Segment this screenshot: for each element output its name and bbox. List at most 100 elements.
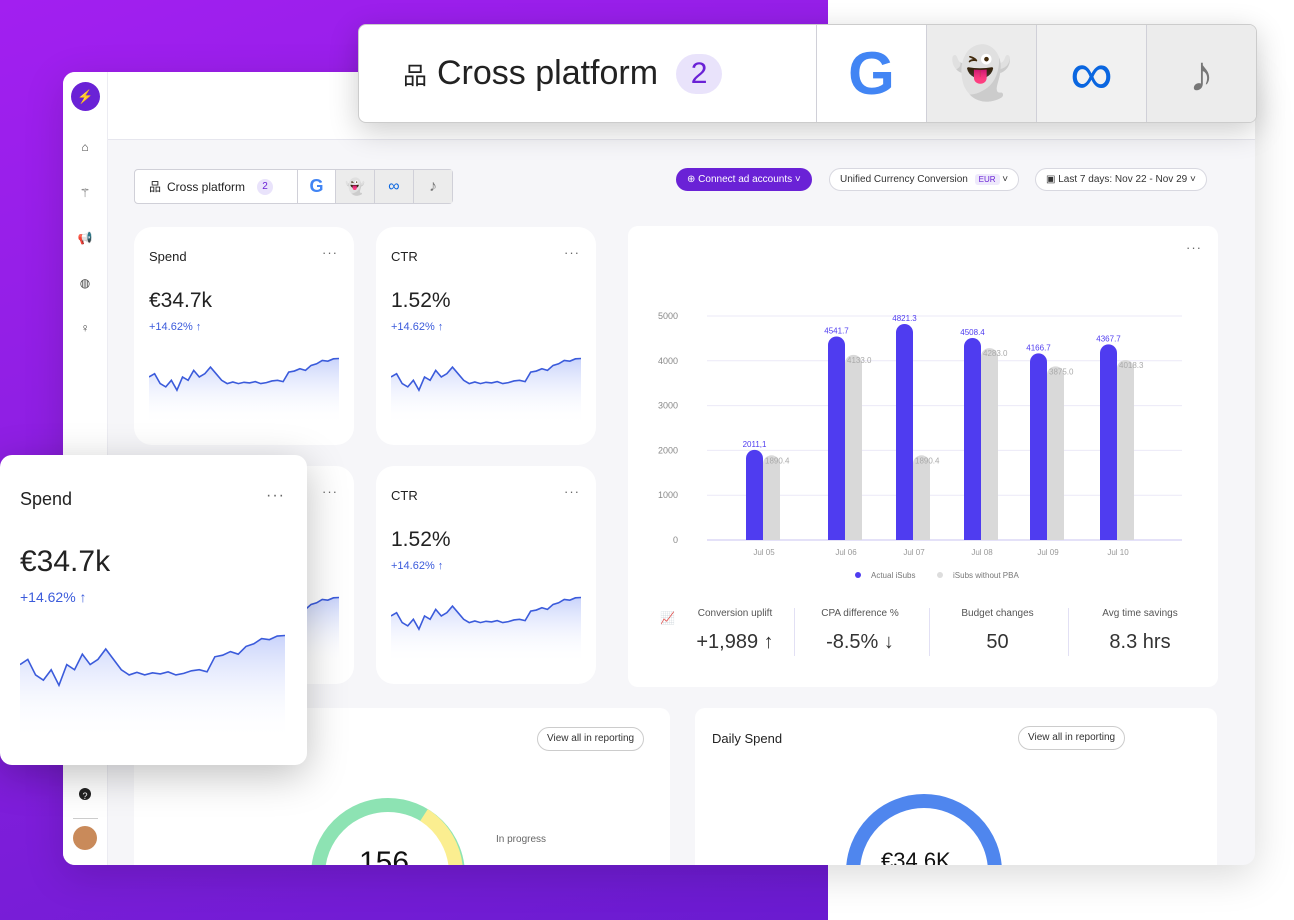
sparkline <box>20 634 285 740</box>
card-title: CTR <box>391 249 418 264</box>
card-change: +14.62% ↑ <box>20 589 87 605</box>
megaphone-icon[interactable]: 📢 <box>77 231 93 245</box>
data-label: 3875.0 <box>1049 367 1074 376</box>
tiktok-icon[interactable]: ♪ <box>1146 25 1256 122</box>
avatar[interactable] <box>73 826 97 850</box>
spend-donut <box>846 794 1002 865</box>
y-tick-label: 5000 <box>658 311 678 321</box>
metric-title: Avg time savings <box>1102 608 1178 619</box>
card-change: +14.62% ↑ <box>149 321 202 333</box>
divider <box>73 818 98 819</box>
card-value: 1.52% <box>391 528 451 551</box>
sparkline-line <box>20 634 285 688</box>
card-value: €34.7k <box>149 289 213 312</box>
cross-platform-label: Cross platform <box>437 54 659 92</box>
metric-budget-changes: Budget changes 50 <box>935 608 1060 654</box>
date-range-dropdown[interactable]: ▣ Last 7 days: Nov 22 - Nov 29 ˅ <box>1035 168 1207 191</box>
bar-isubs-without-pba <box>763 455 780 540</box>
y-tick-label: 2000 <box>658 445 678 455</box>
bar-isubs-without-pba <box>913 455 930 540</box>
sparkline <box>149 357 339 425</box>
hierarchy-icon: 品 <box>149 180 162 194</box>
more-icon[interactable]: ··· <box>1186 240 1202 255</box>
status-donut <box>311 798 465 865</box>
tiktok-icon[interactable]: ♪ <box>413 170 452 203</box>
connect-ad-accounts-button[interactable]: ⊕ Connect ad accounts ˅ <box>676 168 812 191</box>
legend-label: iSubs without PBA <box>953 571 1019 580</box>
y-tick-label: 3000 <box>658 401 678 411</box>
data-label: 2011,1 <box>743 440 767 449</box>
metric-title: Budget changes <box>961 608 1034 619</box>
x-tick-label: Jul 08 <box>971 548 993 557</box>
snapchat-icon[interactable]: 👻 <box>335 170 374 203</box>
cross-platform-selector-large[interactable]: 品 Cross platform 2 G 👻 ∞ ♪ <box>358 24 1257 123</box>
analytics-icon[interactable]: ⚚ <box>79 186 91 200</box>
metric-title: Conversion uplift <box>697 608 773 619</box>
calendar-icon: ▣ <box>1046 174 1056 185</box>
google-icon[interactable]: G <box>816 25 926 122</box>
cross-platform-selector[interactable]: 品 Cross platform 2 G 👻 ∞ ♪ <box>134 169 453 204</box>
sparkline-area <box>391 597 581 664</box>
x-tick-label: Jul 10 <box>1107 548 1129 557</box>
hierarchy-icon: 品 <box>403 63 427 90</box>
meta-icon[interactable]: ∞ <box>1036 25 1146 122</box>
logo-icon[interactable]: ⚡ <box>71 82 100 111</box>
meta-icon[interactable]: ∞ <box>374 170 413 203</box>
bar-isubs-without-pba <box>981 348 998 540</box>
data-label: 1890.4 <box>915 456 940 465</box>
donut-segment <box>846 794 1002 865</box>
data-label: 1890.4 <box>765 456 790 465</box>
bar-actual-isubs <box>746 449 763 540</box>
sparkline-area <box>391 358 581 425</box>
x-tick-label: Jul 09 <box>1037 548 1059 557</box>
home-icon[interactable]: ⌂ <box>81 140 89 154</box>
more-icon[interactable]: ··· <box>266 487 285 504</box>
connect-label: Connect ad accounts <box>698 174 793 185</box>
y-tick-label: 4000 <box>658 356 678 366</box>
more-icon[interactable]: ··· <box>564 245 580 260</box>
kpi-card-ctr-2: CTR ··· 1.52% +14.62% ↑ <box>376 466 596 684</box>
x-tick-label: Jul 05 <box>753 548 775 557</box>
card-title: CTR <box>391 488 418 503</box>
more-icon[interactable]: ··· <box>322 484 338 499</box>
google-icon[interactable]: G <box>297 170 335 203</box>
sparkline <box>391 596 581 664</box>
palette-icon[interactable]: ◍ <box>79 276 91 290</box>
kpi-card-ctr: CTR ··· 1.52% +14.62% ↑ <box>376 227 596 445</box>
metric-value: +1,989 ↑ <box>696 631 774 653</box>
platform-count-badge: 2 <box>676 53 723 94</box>
y-tick-label: 1000 <box>658 490 678 500</box>
metric-value: 50 <box>986 631 1009 653</box>
legend-marker <box>855 572 861 578</box>
snapchat-icon[interactable]: 👻 <box>926 25 1036 122</box>
data-label: 4821.3 <box>892 314 917 323</box>
legend-label: Actual iSubs <box>871 571 915 580</box>
lightbulb-icon[interactable]: ♀ <box>80 321 90 335</box>
donut-segment-in-progress <box>419 809 463 865</box>
sparkline-area <box>20 635 285 740</box>
card-title: Daily Spend <box>712 731 783 746</box>
currency-dropdown[interactable]: Unified Currency Conversion EUR ˅ <box>829 168 1020 191</box>
legend-marker <box>937 572 943 578</box>
currency-badge: EUR <box>974 174 1000 185</box>
bar-actual-isubs <box>828 336 845 540</box>
divider <box>929 608 930 656</box>
view-all-reporting-button[interactable]: View all in reporting <box>1018 726 1126 750</box>
data-label: 4508.4 <box>960 328 985 337</box>
legend-in-progress: In progress <box>496 834 547 845</box>
more-icon[interactable]: ··· <box>322 245 338 260</box>
metric-conversion-uplift: Conversion uplift +1,989 ↑ <box>675 608 795 654</box>
divider <box>1068 608 1069 656</box>
sparkline <box>391 357 581 425</box>
trend-icon: 📈 <box>660 611 675 625</box>
more-icon[interactable]: ··· <box>564 484 580 499</box>
help-icon[interactable]: ? <box>79 788 91 801</box>
y-tick-label: 0 <box>673 535 678 545</box>
divider <box>794 608 795 656</box>
metric-title: CPA difference % <box>821 608 899 619</box>
data-label: 4133.0 <box>847 356 872 365</box>
view-all-reporting-button[interactable]: View all in reporting <box>537 727 645 751</box>
metric-cpa-difference: CPA difference % -8.5% ↓ <box>800 608 920 654</box>
data-label: 4018.3 <box>1119 361 1144 370</box>
cross-platform-label: Cross platform <box>167 179 246 194</box>
